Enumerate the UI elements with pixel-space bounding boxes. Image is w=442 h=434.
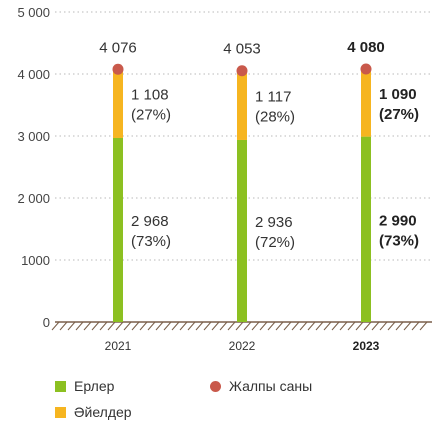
hatch-mark [67,321,76,331]
legend-swatch-men [55,380,66,392]
bar-men-2022 [237,139,247,322]
hatch-mark [83,321,92,331]
bar-men-2023 [361,136,371,322]
women-share-label-2021: (27%) [131,107,171,124]
hatch-mark [107,321,116,331]
hatch-mark [123,321,132,331]
hatch-mark [219,321,228,331]
data-labels: 4 076 1 108 (27%) 2 968 (73%) 4 053 1 117 (28%)… [99,39,419,251]
x-axis-baseline [51,321,432,331]
bar-women-2021 [113,69,123,138]
bar-women-2022 [237,70,247,140]
bars [112,63,372,322]
hatch-mark [243,321,252,331]
hatch-mark [275,321,284,331]
men-value-label-2023: 2 990 [379,212,417,229]
hatch-mark [51,321,60,331]
men-share-label-2021: (73%) [131,233,171,250]
hatch-mark [139,321,148,331]
y-tick-label: 0 [43,315,50,330]
hatch-mark [91,321,100,331]
hatch-mark [251,321,260,331]
legend-swatch-women [55,406,66,418]
hatch-mark [147,321,156,331]
hatch-mark [131,321,140,331]
y-tick-label: 5 000 [17,5,50,20]
hatch-mark [347,321,356,331]
hatch-mark [379,321,388,331]
hatch-mark [59,321,68,331]
total-point-2023 [360,63,372,75]
y-tick-label: 1000 [21,253,50,268]
y-axis: 0 1000 2 000 3 000 4 000 5 000 [17,5,50,330]
x-tick-label-2023: 2023 [353,339,380,353]
hatch-mark [267,321,276,331]
stacked-bar-chart: 0 1000 2 000 3 000 4 000 5 000 4 076 1 108 (27%… [17,5,432,353]
hatch-mark [163,321,172,331]
hatch-mark [259,321,268,331]
legend-dot-total [210,380,221,392]
total-label-2023: 4 080 [347,39,385,56]
women-share-label-2023: (27%) [379,106,419,123]
bar-women-2023 [361,69,371,137]
legend-item-men: Ерлер [55,378,114,394]
hatch-mark [187,321,196,331]
y-tick-label: 2 000 [17,191,50,206]
hatch-mark [227,321,236,331]
hatch-mark [323,321,332,331]
hatch-mark [363,321,372,331]
hatch-mark [419,321,428,331]
hatch-mark [355,321,364,331]
total-label-2022: 4 053 [223,41,261,58]
hatch-mark [387,321,396,331]
hatch-mark [195,321,204,331]
hatch-mark [291,321,300,331]
hatch-mark [171,321,180,331]
legend-label-women: Әйелдер [74,404,132,420]
hatch-mark [331,321,340,331]
hatch-mark [403,321,412,331]
hatch-mark [307,321,316,331]
hatch-mark [235,321,244,331]
y-tick-label: 3 000 [17,129,50,144]
men-share-label-2023: (73%) [379,232,419,249]
hatch-mark [99,321,108,331]
men-value-label-2021: 2 968 [131,213,169,230]
x-tick-label-2022: 2022 [229,339,256,353]
ground-hatching [51,321,428,331]
legend-label-men: Ерлер [74,378,115,394]
women-value-label-2021: 1 108 [131,87,169,104]
legend-item-women: Әйелдер [55,404,132,420]
legend-item-total: Жалпы саны [210,378,312,394]
total-label-2021: 4 076 [99,39,137,56]
hatch-mark [299,321,308,331]
y-tick-label: 4 000 [17,67,50,82]
women-value-label-2022: 1 117 [255,88,291,105]
hatch-mark [411,321,420,331]
hatch-mark [283,321,292,331]
hatch-mark [395,321,404,331]
women-value-label-2023: 1 090 [379,86,417,103]
women-share-label-2022: (28%) [255,108,295,125]
hatch-mark [315,321,324,331]
legend: Ерлер Жалпы саны Әйелдер [0,374,442,424]
hatch-mark [339,321,348,331]
total-point-2021 [112,63,124,75]
x-tick-label-2021: 2021 [105,339,132,353]
hatch-mark [203,321,212,331]
men-value-label-2022: 2 936 [255,214,293,231]
x-axis: 2021 2022 2023 [105,339,380,353]
hatch-mark [179,321,188,331]
hatch-mark [371,321,380,331]
bar-men-2021 [113,137,123,322]
legend-label-total: Жалпы саны [229,378,313,394]
hatch-mark [115,321,124,331]
total-point-2022 [236,65,248,77]
hatch-mark [155,321,164,331]
men-share-label-2022: (72%) [255,234,295,251]
hatch-mark [211,321,220,331]
hatch-mark [75,321,84,331]
